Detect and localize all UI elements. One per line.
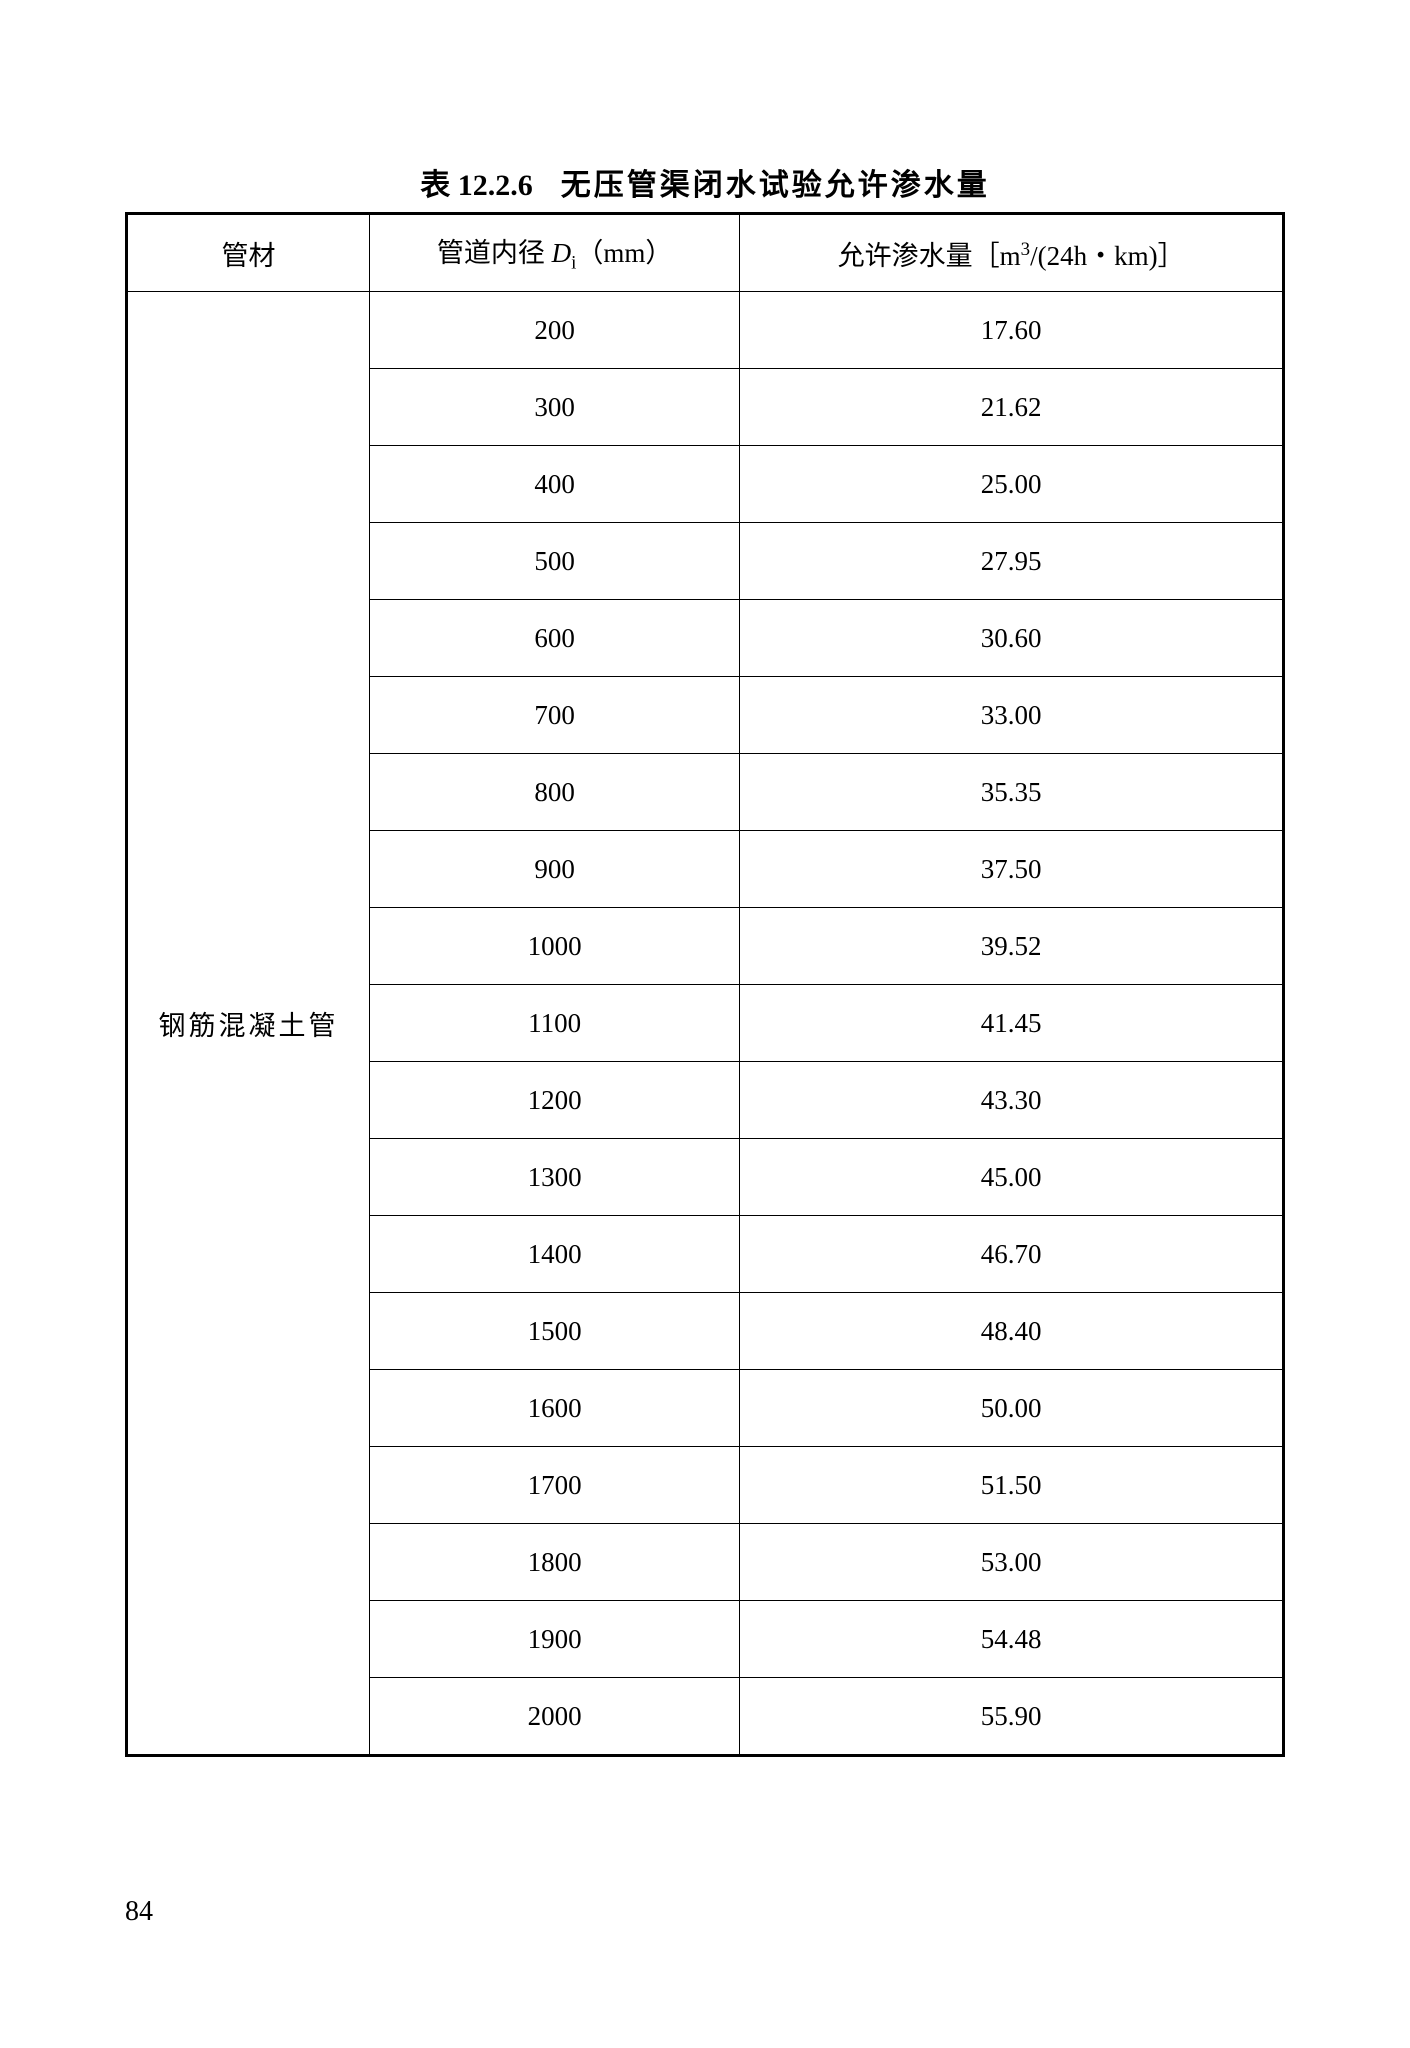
diameter-cell: 200 [369, 292, 739, 369]
allow-cell: 45.00 [740, 1139, 1284, 1216]
allow-cell: 35.35 [740, 754, 1284, 831]
caption-number: 表 12.2.6 [420, 169, 533, 202]
allow-cell: 55.90 [740, 1678, 1284, 1756]
allow-cell: 37.50 [740, 831, 1284, 908]
diameter-cell: 800 [369, 754, 739, 831]
diameter-cell: 600 [369, 600, 739, 677]
allow-cell: 43.30 [740, 1062, 1284, 1139]
table-body: 钢筋混凝土管20017.6030021.6240025.0050027.9560… [127, 292, 1284, 1756]
col-header-allow: 允许渗水量［m3/(24h・km)］ [740, 214, 1284, 292]
diameter-cell: 900 [369, 831, 739, 908]
allow-cell: 30.60 [740, 600, 1284, 677]
allow-cell: 50.00 [740, 1370, 1284, 1447]
diameter-cell: 1100 [369, 985, 739, 1062]
col-header-material: 管材 [127, 214, 370, 292]
page-number: 84 [125, 1896, 153, 1928]
col-header-diameter: 管道内径 Di（mm） [369, 214, 739, 292]
caption-title: 无压管渠闭水试验允许渗水量 [561, 169, 990, 202]
allow-cell: 54.48 [740, 1601, 1284, 1678]
diameter-cell: 700 [369, 677, 739, 754]
allow-cell: 21.62 [740, 369, 1284, 446]
allow-cell: 51.50 [740, 1447, 1284, 1524]
allow-cell: 25.00 [740, 446, 1284, 523]
allow-cell: 41.45 [740, 985, 1284, 1062]
diameter-cell: 1800 [369, 1524, 739, 1601]
diameter-cell: 1900 [369, 1601, 739, 1678]
table-caption: 表 12.2.6 无压管渠闭水试验允许渗水量 [125, 160, 1285, 204]
diameter-cell: 300 [369, 369, 739, 446]
allow-cell: 17.60 [740, 292, 1284, 369]
table-header-row: 管材 管道内径 Di（mm） 允许渗水量［m3/(24h・km)］ [127, 214, 1284, 292]
allow-cell: 39.52 [740, 908, 1284, 985]
diameter-cell: 1500 [369, 1293, 739, 1370]
allow-cell: 33.00 [740, 677, 1284, 754]
data-table: 管材 管道内径 Di（mm） 允许渗水量［m3/(24h・km)］ 钢筋混凝土管… [125, 212, 1285, 1757]
diameter-cell: 2000 [369, 1678, 739, 1756]
diameter-cell: 400 [369, 446, 739, 523]
diameter-cell: 1300 [369, 1139, 739, 1216]
allow-cell: 53.00 [740, 1524, 1284, 1601]
diameter-cell: 500 [369, 523, 739, 600]
diameter-cell: 1700 [369, 1447, 739, 1524]
allow-cell: 48.40 [740, 1293, 1284, 1370]
diameter-cell: 1400 [369, 1216, 739, 1293]
diameter-cell: 1000 [369, 908, 739, 985]
allow-cell: 46.70 [740, 1216, 1284, 1293]
diameter-cell: 1600 [369, 1370, 739, 1447]
table-row: 钢筋混凝土管20017.60 [127, 292, 1284, 369]
material-cell: 钢筋混凝土管 [127, 292, 370, 1756]
allow-cell: 27.95 [740, 523, 1284, 600]
diameter-cell: 1200 [369, 1062, 739, 1139]
